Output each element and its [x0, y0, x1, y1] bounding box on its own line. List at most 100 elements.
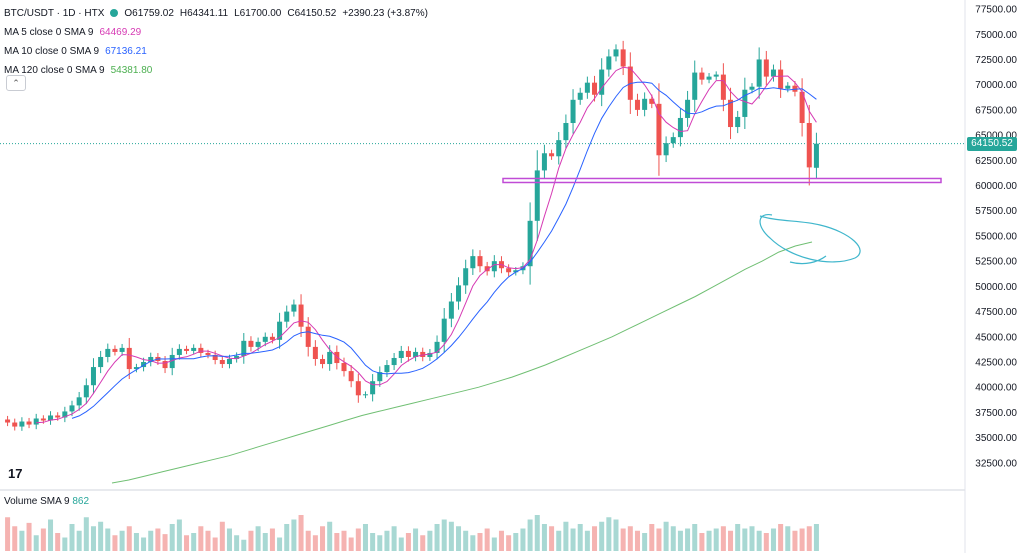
volume-bar — [599, 521, 605, 551]
volume-bar — [370, 533, 376, 551]
volume-bar — [40, 528, 46, 551]
y-tick-label: 72500.00 — [975, 55, 1017, 66]
candle-body — [377, 372, 383, 382]
grid-lines — [0, 143, 965, 491]
candle-body — [785, 85, 791, 89]
candle-body — [770, 69, 776, 77]
volume-bar — [427, 530, 433, 551]
volume-bar — [5, 517, 11, 551]
ohlc-close: C64150.52 — [287, 8, 337, 19]
volume-bar — [534, 515, 540, 551]
volume-bar — [649, 524, 655, 551]
volume-bar — [778, 524, 784, 551]
volume-bar — [563, 521, 569, 551]
candle-body — [413, 351, 419, 357]
volume-bar — [184, 535, 190, 551]
candle-body — [484, 266, 490, 272]
candle-body — [685, 99, 691, 118]
candle-body — [191, 347, 197, 351]
candle-body — [456, 285, 462, 302]
volume-bar — [592, 526, 598, 551]
volume-bar — [692, 524, 698, 551]
candle-body — [642, 98, 648, 110]
candle-body — [577, 92, 583, 100]
volume-bar — [506, 535, 512, 551]
candle-body — [176, 348, 182, 355]
volume-bar — [155, 528, 161, 551]
volume-bar — [463, 530, 469, 551]
y-tick-label: 35000.00 — [975, 433, 1017, 444]
ma120-path — [111, 241, 813, 484]
volume-bar — [320, 526, 326, 551]
tradingview-logo[interactable]: 17 — [8, 466, 23, 481]
candle-body — [599, 69, 605, 95]
indicator-label: MA 5 close 0 SMA 9 — [4, 27, 94, 38]
candle-body — [312, 346, 318, 359]
candle-body — [713, 74, 719, 77]
candle-body — [541, 153, 547, 171]
volume-bar — [384, 530, 390, 551]
volume-bar — [226, 528, 232, 551]
volume-bar — [677, 530, 683, 551]
volume-bar — [477, 533, 483, 551]
volume-bar — [205, 530, 211, 551]
candle-body — [90, 367, 96, 386]
candle-body — [420, 351, 426, 357]
volume-bar — [549, 526, 555, 551]
y-tick-label: 50000.00 — [975, 282, 1017, 293]
volume-bar — [169, 524, 175, 551]
volume-bar — [219, 521, 225, 551]
y-tick-label: 42500.00 — [975, 358, 1017, 369]
volume-bar — [491, 537, 497, 551]
volume-bar — [756, 530, 762, 551]
volume-bar — [148, 530, 154, 551]
candle-body — [162, 361, 168, 369]
ohlc-change: +2390.23 (+3.87%) — [342, 8, 428, 19]
volume-bar — [355, 528, 361, 551]
candle-body — [284, 311, 290, 322]
y-tick-label: 75000.00 — [975, 30, 1017, 41]
volume-label: Volume SMA 9 — [4, 496, 70, 507]
candle-body — [384, 365, 390, 373]
volume-bar — [584, 530, 590, 551]
candle-body — [362, 394, 368, 396]
candle-body — [491, 261, 497, 272]
volume-bar — [119, 530, 125, 551]
candle-body — [405, 350, 411, 357]
volume-bar — [498, 530, 504, 551]
candle-body — [592, 82, 598, 95]
candle-body — [756, 59, 762, 87]
volume-bar — [133, 533, 139, 551]
candle-body — [262, 336, 268, 342]
candle-body — [448, 301, 454, 319]
indicator-ma120[interactable]: MA 120 close 0 SMA 9 54381.80 — [4, 61, 428, 80]
y-tick-label: 52500.00 — [975, 257, 1017, 268]
indicator-ma10[interactable]: MA 10 close 0 SMA 9 67136.21 — [4, 42, 428, 61]
volume-bar — [277, 537, 283, 551]
price-axis: 77500.00 75000.00 72500.00 70000.00 67500.00… — [964, 0, 1017, 553]
candle-body — [513, 270, 519, 273]
candle-body — [327, 351, 333, 365]
y-tick-label: 60000.00 — [975, 181, 1017, 192]
volume-bar — [749, 526, 755, 551]
volume-bar — [706, 530, 712, 551]
candle-body — [148, 356, 154, 363]
volume-bar — [141, 537, 147, 551]
ohlc-low: L61700.00 — [234, 8, 282, 19]
volume-bar — [806, 526, 812, 551]
volume-legend[interactable]: Volume SMA 9 862 — [4, 496, 89, 507]
candle-body — [69, 405, 75, 412]
indicator-ma5[interactable]: MA 5 close 0 SMA 9 64469.29 — [4, 23, 428, 42]
candle-body — [692, 72, 698, 100]
candle-body — [742, 89, 748, 117]
candle-body — [355, 381, 361, 396]
y-tick-label: 40000.00 — [975, 383, 1017, 394]
collapse-legend-button[interactable]: ⌃ — [6, 75, 26, 91]
symbol-label: BTC/USDT · 1D · HTX — [4, 8, 105, 19]
candle-body — [205, 352, 211, 355]
volume-bar — [735, 524, 741, 551]
candle-body — [735, 116, 741, 128]
candle-body — [98, 356, 104, 368]
candle-body — [26, 421, 32, 425]
